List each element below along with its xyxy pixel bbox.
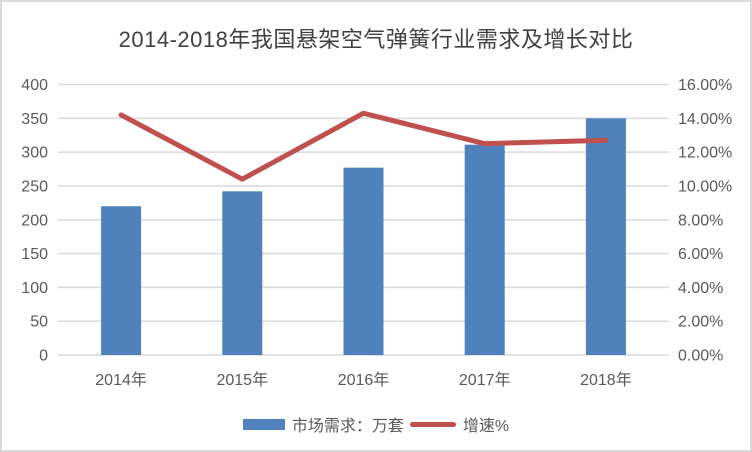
- bar-2018年: [585, 118, 626, 355]
- bar-2016年: [343, 167, 384, 355]
- left-axis-tick-label: 150: [21, 246, 48, 263]
- right-axis-tick-label: 14.00%: [678, 111, 732, 128]
- left-axis-tick-label: 250: [21, 178, 48, 195]
- right-axis-tick-label: 16.00%: [678, 77, 732, 94]
- legend-item-growth: 增速%: [409, 412, 510, 436]
- left-axis-tick-label: 200: [21, 212, 48, 229]
- chart-title: 2014-2018年我国悬架空气弹簧行业需求及增长对比: [118, 27, 634, 52]
- right-axis-tick-label: 2.00%: [678, 314, 723, 331]
- x-axis-label: 2015年: [216, 371, 268, 389]
- right-axis-tick-label: 6.00%: [678, 246, 723, 263]
- legend-label-growth: 增速%: [462, 418, 510, 435]
- right-axis-tick-label: 0.00%: [678, 348, 723, 365]
- right-axis-tick-label: 4.00%: [678, 280, 723, 297]
- x-axis-label: 2016年: [338, 371, 390, 389]
- right-axis-tick-label: 8.00%: [678, 212, 723, 229]
- left-axis-tick-label: 50: [30, 314, 48, 331]
- x-axis-label: 2018年: [580, 371, 632, 389]
- bar-2017年: [464, 144, 505, 355]
- growth-rate-line: [118, 110, 609, 182]
- right-axis-tick-label: 10.00%: [678, 178, 732, 195]
- left-axis-tick-label: 350: [21, 111, 48, 128]
- legend-item-demand: 市场需求：万套: [242, 412, 404, 436]
- x-axis-label: 2014年: [95, 371, 147, 389]
- bar-series-swatch-icon: [242, 418, 285, 430]
- x-axis-label: 2017年: [459, 371, 511, 389]
- legend: 市场需求：万套 增速%: [2, 412, 750, 436]
- legend-label-demand: 市场需求：万套: [291, 418, 404, 435]
- bar-2015年: [222, 191, 263, 355]
- right-axis-tick-label: 12.00%: [678, 145, 732, 162]
- left-axis-tick-label: 400: [21, 77, 48, 94]
- left-axis-tick-label: 100: [21, 280, 48, 297]
- left-axis-tick-label: 0: [39, 348, 48, 365]
- left-axis-tick-label: 300: [21, 145, 48, 162]
- bar-2014年: [101, 206, 142, 355]
- line-series-swatch-icon: [409, 421, 456, 427]
